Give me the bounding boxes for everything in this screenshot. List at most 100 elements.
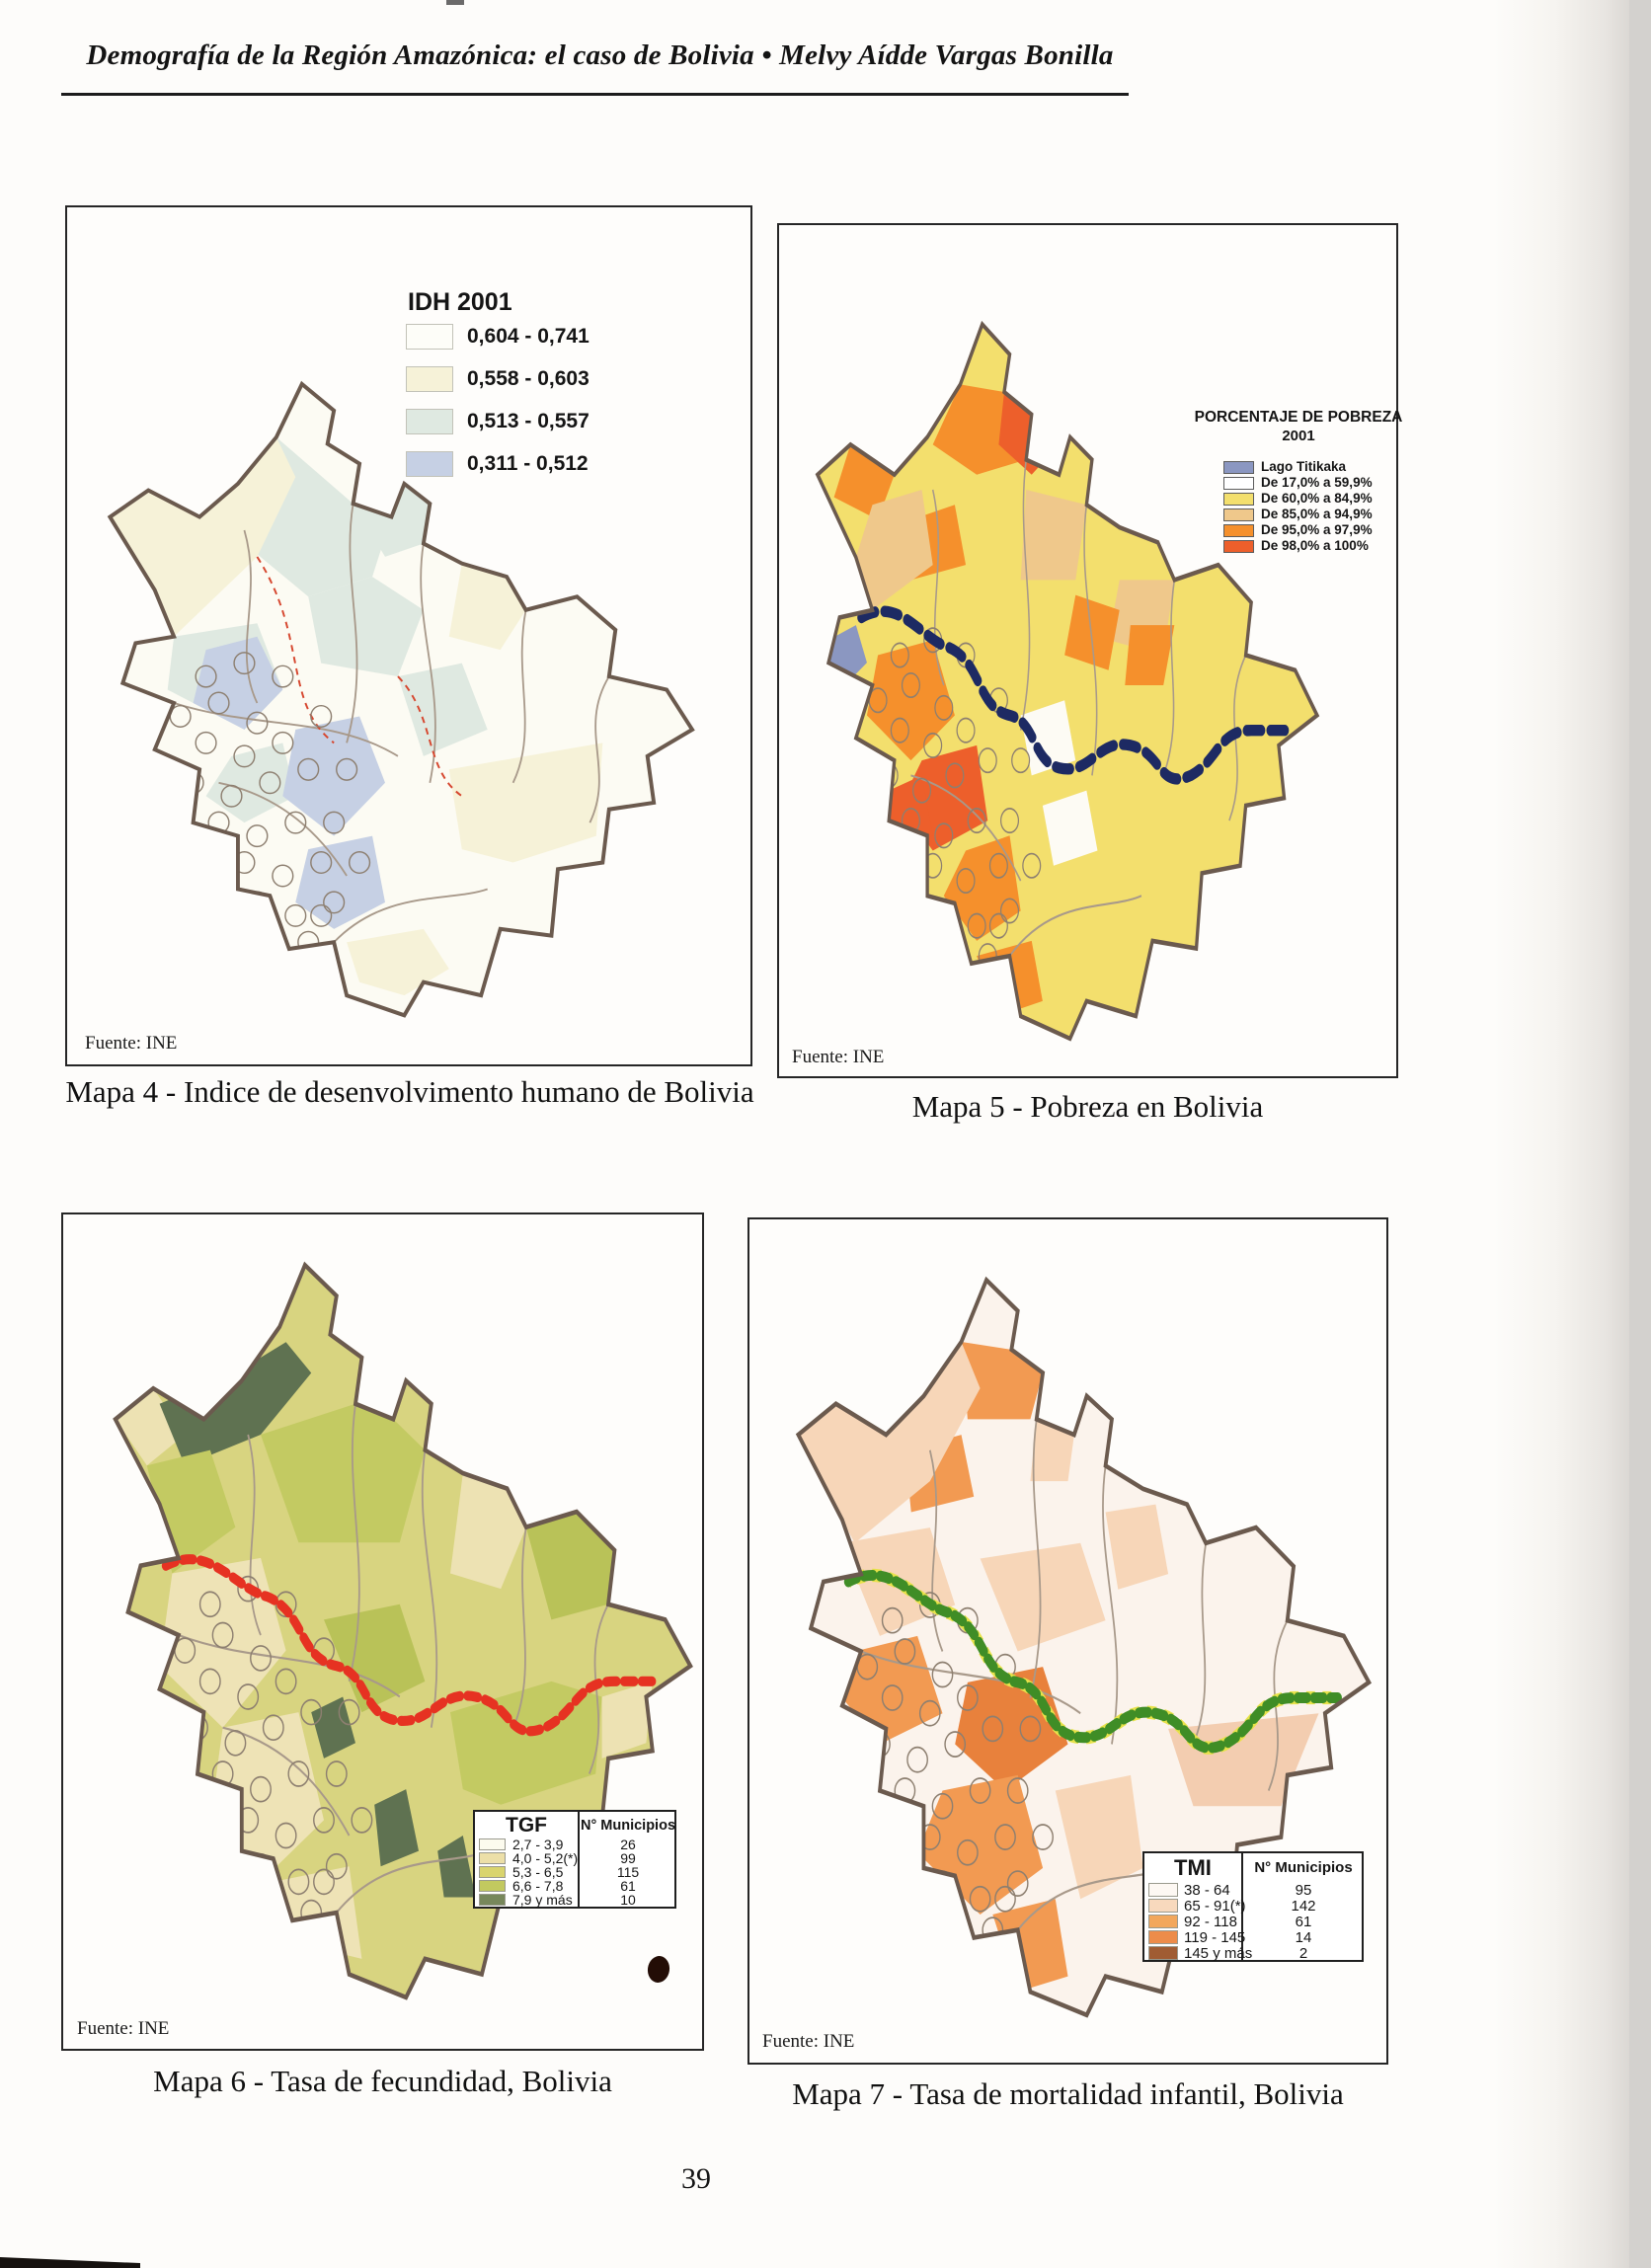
scanner-background-edge	[1629, 0, 1651, 2268]
map5-frame: PORCENTAJE DE POBREZA 2001 Lago Titikaka…	[777, 223, 1402, 1078]
legend-label: 5,3 - 6,5	[512, 1864, 564, 1880]
map4-legend: IDH 2001 0,604 - 0,741 0,558 - 0,603 0,5…	[388, 288, 694, 496]
legend-swatch	[1148, 1946, 1178, 1960]
map5-legend-year: 2001	[1282, 428, 1315, 444]
legend-swatch	[1223, 461, 1254, 474]
legend-count: 99	[620, 1850, 636, 1866]
map7-frame: TMI N° Municipios 38 - 64 95 65 - 91(*) …	[747, 1217, 1388, 2065]
legend-label: De 98,0% a 100%	[1261, 538, 1369, 553]
legend-label: 0,604 - 0,741	[467, 325, 590, 348]
legend-row: 65 - 91(*) 142	[1144, 1898, 1362, 1915]
legend-swatch	[479, 1866, 506, 1878]
map4-legend-title: IDH 2001	[408, 288, 512, 316]
map5-legend: PORCENTAJE DE POBREZA 2001 Lago Titikaka…	[1194, 409, 1403, 557]
legend-count: 14	[1295, 1929, 1312, 1946]
scan-corner-artifact	[0, 2257, 140, 2268]
legend-label: 0,513 - 0,557	[467, 410, 590, 432]
municipios-header: N° Municipios	[580, 1818, 676, 1834]
legend-swatch	[1223, 524, 1254, 537]
tmi-header: TMI	[1174, 1855, 1212, 1880]
legend-swatch	[1148, 1899, 1178, 1913]
legend-count: 2	[1298, 1945, 1308, 1962]
legend-row: 145 y más 2	[1144, 1945, 1362, 1962]
legend-swatch	[479, 1838, 506, 1850]
table-divider	[1241, 1853, 1243, 1960]
table-divider	[578, 1812, 580, 1907]
legend-row: 2,7 - 3,9 26	[475, 1837, 674, 1853]
legend-label: De 95,0% a 97,9%	[1261, 522, 1373, 537]
legend-swatch	[1223, 540, 1254, 553]
legend-swatch	[1148, 1883, 1178, 1897]
legend-row: 119 - 145 14	[1144, 1929, 1362, 1946]
legend-swatch	[1148, 1915, 1178, 1928]
legend-label: 0,311 - 0,512	[467, 452, 589, 475]
map4-bolivia-idh	[107, 380, 695, 1018]
legend-swatch	[479, 1894, 506, 1906]
legend-label: 7,9 y más	[512, 1892, 573, 1908]
map4-caption: Mapa 4 - Indice de desenvolvimento human…	[65, 1074, 754, 1109]
legend-row: 92 - 118 61	[1144, 1914, 1362, 1930]
map6-source-label: Fuente: INE	[77, 2018, 170, 2039]
legend-swatch	[406, 366, 453, 392]
legend-swatch	[1223, 508, 1254, 521]
legend-swatch	[1148, 1930, 1178, 1944]
map7-caption: Mapa 7 - Tasa de mortalidad infantil, Bo…	[792, 2076, 1344, 2111]
map7-bolivia-infant-mortality	[795, 1276, 1373, 2018]
amazon-boundary-dashed-line	[161, 1554, 664, 1737]
scan-top-artifact	[446, 0, 464, 5]
tgf-header: TGF	[506, 1814, 547, 1837]
legend-row: 4,0 - 5,2(*) 99	[475, 1850, 674, 1867]
legend-row: 7,9 y más 10	[475, 1892, 674, 1909]
legend-count: 115	[616, 1864, 640, 1880]
legend-row: 38 - 64 95	[1144, 1882, 1362, 1899]
legend-swatch	[479, 1880, 506, 1892]
legend-label: 119 - 145	[1184, 1929, 1246, 1946]
legend-swatch	[406, 451, 453, 477]
legend-label: De 17,0% a 59,9%	[1261, 475, 1373, 490]
header-rule	[61, 93, 1129, 96]
page-header: Demografía de la Región Amazónica: el ca…	[86, 39, 1114, 71]
map5-source-label: Fuente: INE	[792, 1047, 885, 1067]
legend-count: 61	[620, 1878, 636, 1894]
page-curl-shadow	[1493, 0, 1629, 2268]
legend-count: 10	[620, 1892, 636, 1908]
legend-count: 61	[1295, 1914, 1312, 1930]
tgf-legend-table: TGF N° Municipios 2,7 - 3,9 26 4,0 - 5,2…	[473, 1810, 676, 1909]
legend-count: 26	[620, 1837, 636, 1852]
legend-row: 5,3 - 6,5 115	[475, 1864, 674, 1881]
legend-swatch	[406, 409, 453, 434]
map4-frame: IDH 2001 0,604 - 0,741 0,558 - 0,603 0,5…	[65, 205, 752, 1066]
tmi-legend-table: TMI N° Municipios 38 - 64 95 65 - 91(*) …	[1142, 1851, 1364, 1962]
map6-caption: Mapa 6 - Tasa de fecundidad, Bolivia	[153, 2064, 612, 2098]
legend-label: 38 - 64	[1184, 1882, 1230, 1899]
legend-swatch	[1223, 477, 1254, 490]
legend-label: 0,558 - 0,603	[467, 367, 590, 390]
map6-frame: TGF N° Municipios 2,7 - 3,9 26 4,0 - 5,2…	[61, 1212, 704, 2051]
legend-label: De 85,0% a 94,9%	[1261, 507, 1373, 521]
legend-count: 142	[1291, 1898, 1316, 1915]
map5-legend-title: PORCENTAJE DE POBREZA	[1194, 409, 1403, 426]
legend-swatch	[1223, 493, 1254, 506]
map5-bolivia-poverty	[815, 320, 1320, 1042]
legend-label: 4,0 - 5,2(*)	[512, 1850, 579, 1866]
legend-swatch	[406, 324, 453, 350]
amazon-boundary-dashed-line	[857, 605, 1295, 785]
legend-label: 6,6 - 7,8	[512, 1878, 564, 1894]
map7-source-label: Fuente: INE	[762, 2031, 855, 2052]
map6-bolivia-fertility	[113, 1261, 693, 2000]
legend-label: 2,7 - 3,9	[512, 1837, 564, 1852]
legend-label: Lago Titikaka	[1261, 459, 1347, 474]
page-number: 39	[681, 2162, 711, 2195]
map4-source-label: Fuente: INE	[85, 1033, 178, 1054]
legend-swatch	[479, 1852, 506, 1864]
legend-label: 92 - 118	[1184, 1914, 1237, 1930]
legend-label: 65 - 91(*)	[1184, 1898, 1246, 1915]
legend-count: 95	[1295, 1882, 1312, 1899]
amazon-boundary-dashed-line	[843, 1570, 1342, 1754]
legend-row: 6,6 - 7,8 61	[475, 1878, 674, 1895]
legend-label: 145 y más	[1184, 1945, 1253, 1962]
municipios-header: N° Municipios	[1254, 1859, 1353, 1876]
map5-caption: Mapa 5 - Pobreza en Bolivia	[911, 1089, 1264, 1124]
legend-label: De 60,0% a 84,9%	[1261, 491, 1373, 506]
